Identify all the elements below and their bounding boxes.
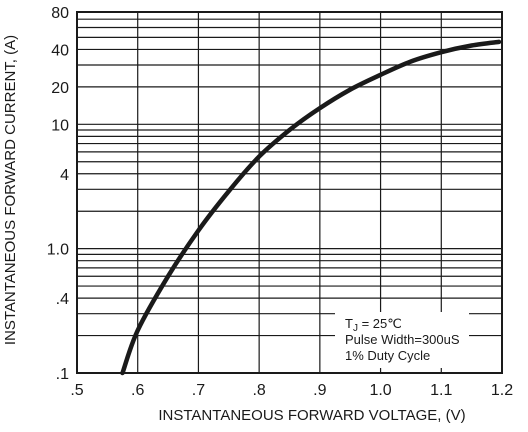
- x-tick-label: 1.1: [430, 382, 452, 399]
- x-tick-label: 1.2: [491, 382, 513, 399]
- y-tick-label: .4: [56, 291, 69, 308]
- annotation-box: TJ = 25℃ Pulse Width=300uS 1% Duty Cycle: [335, 312, 469, 368]
- x-tick-label: .8: [252, 382, 265, 399]
- y-tick-labels: .1 .4 1.0 4 10 20 40 80: [47, 5, 69, 383]
- x-tick-label: .9: [313, 382, 326, 399]
- x-axis-title: INSTANTANEOUS FORWARD VOLTAGE, (V): [158, 407, 465, 424]
- x-tick-label: .6: [131, 382, 144, 399]
- y-tick-label: 1.0: [47, 242, 69, 259]
- curve-layer: [120, 39, 502, 376]
- y-axis-title: INSTANTANEOUS FORWARD CURRENT, (A): [2, 35, 19, 345]
- annotation-pulse-width: Pulse Width=300uS: [345, 332, 460, 347]
- plot-frame: [76, 11, 503, 374]
- annotation-background: [335, 312, 469, 368]
- x-tick-label: .5: [70, 382, 83, 399]
- x-tick-label: .7: [192, 382, 205, 399]
- y-tick-label: 10: [51, 117, 69, 134]
- x-tick-labels: .5 .6 .7 .8 .9 1.0 1.1 1.2: [70, 382, 513, 399]
- y-tick-label: 20: [51, 80, 69, 97]
- series-line: [120, 39, 502, 376]
- annotation-tj: TJ = 25℃: [345, 316, 402, 334]
- annotation-duty-cycle: 1% Duty Cycle: [345, 348, 430, 363]
- plot-border: [76, 11, 503, 374]
- y-tick-label: 40: [51, 42, 69, 59]
- x-tick-label: 1.0: [369, 382, 391, 399]
- y-tick-label: .1: [56, 366, 69, 383]
- y-tick-label: 4: [60, 167, 69, 184]
- y-tick-label: 80: [51, 5, 69, 22]
